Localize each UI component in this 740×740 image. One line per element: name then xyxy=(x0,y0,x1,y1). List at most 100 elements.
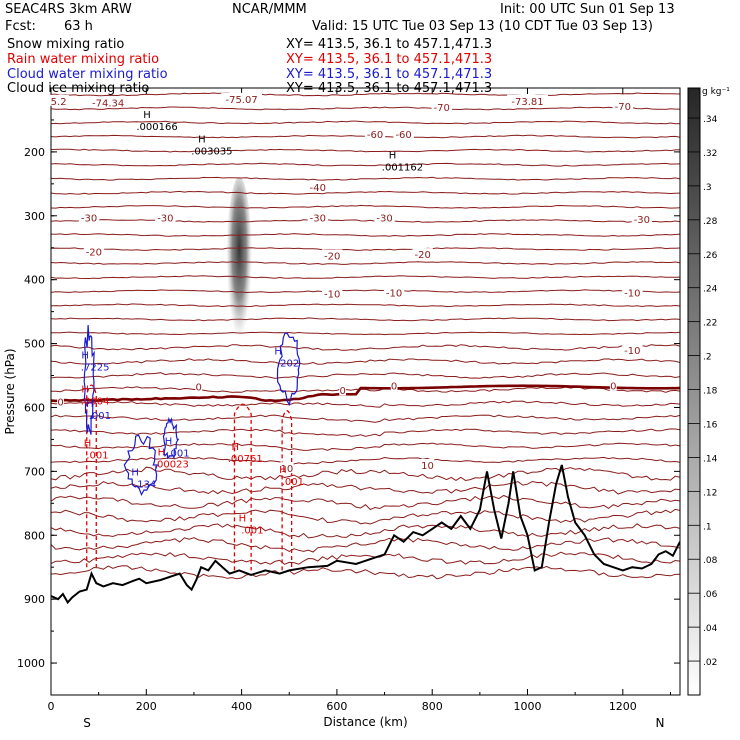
fcst-value: 63 h xyxy=(64,19,93,34)
field-xy-cloud: XY= 413.5, 36.1 to 457.1,471.3 xyxy=(286,67,493,82)
isotherm-label-bg xyxy=(155,211,176,223)
isotherm-line xyxy=(51,442,680,451)
isotherm-line xyxy=(51,289,680,294)
maximum-value-label: .001 xyxy=(167,449,189,460)
isotherm-label-bg xyxy=(631,212,653,224)
isotherm-label-bg xyxy=(221,92,263,104)
isotherm-line xyxy=(51,414,680,423)
isotherm-label: -10 xyxy=(624,346,640,357)
isotherm-label: -74.34 xyxy=(92,99,124,110)
maximum-marker: H xyxy=(86,399,94,410)
x-axis-title: Distance (km) xyxy=(323,715,407,729)
cloud-water-contour xyxy=(123,434,159,497)
y-tick-label: 1000 xyxy=(17,657,45,670)
y-tick-label: 900 xyxy=(24,593,45,606)
isotherm-label-bg xyxy=(195,380,203,392)
maximum-value-label: .000166 xyxy=(136,122,177,133)
isotherm-line xyxy=(51,358,680,365)
isotherm-label-bg xyxy=(280,462,294,474)
isotherm-label-bg xyxy=(307,181,329,193)
isotherm-line xyxy=(51,275,680,280)
center-label: NCAR/MMM xyxy=(232,2,307,17)
maximum-value-label: .00023 xyxy=(154,460,189,471)
isotherm-line xyxy=(51,148,680,153)
isotherm-label-bg xyxy=(383,286,405,298)
isotherm-label-bg xyxy=(612,99,634,111)
maximum-marker: H xyxy=(239,513,247,524)
y-tick-label: 700 xyxy=(24,465,45,478)
isotherm-line xyxy=(51,162,680,167)
maximum-marker: H xyxy=(279,465,287,476)
x-end-label-right: N xyxy=(656,716,665,730)
isotherm-label: -73.81 xyxy=(511,97,543,108)
isotherm-line xyxy=(51,344,680,351)
isotherm-line xyxy=(51,120,680,125)
colorbar-tick-label: .16 xyxy=(703,420,718,430)
rain-contour xyxy=(86,384,97,568)
maximum-marker: H xyxy=(84,439,92,450)
isotherm-line xyxy=(51,190,680,195)
maximum-value-label: .001 xyxy=(86,451,108,462)
rain-contour xyxy=(281,410,293,571)
maximum-value-label: .001 xyxy=(241,525,263,536)
x-tick-label: 600 xyxy=(326,700,347,713)
isotherm-line xyxy=(51,428,680,437)
isotherm-label: -60 xyxy=(367,130,383,141)
isotherm-label: -10 xyxy=(324,290,340,301)
cloud-water-contour xyxy=(83,324,95,435)
isotherm-label: -20 xyxy=(86,248,102,259)
maximum-marker: H xyxy=(389,150,397,161)
cloud-water-contour xyxy=(276,332,301,407)
isotherm-line xyxy=(51,565,680,580)
isotherm-label: -10 xyxy=(624,288,640,299)
colorbar-tick-label: .06 xyxy=(703,590,718,600)
isotherm-label-bg xyxy=(420,458,435,470)
colorbar-tick-label: .2 xyxy=(703,353,712,363)
x-tick-label: 800 xyxy=(422,700,443,713)
colorbar-tick-label: .22 xyxy=(703,319,717,329)
isotherm-line xyxy=(51,219,680,223)
maximum-marker: H xyxy=(131,467,139,478)
maximum-marker: H xyxy=(81,384,89,395)
field-name-snow: Snow mixing ratio xyxy=(7,37,125,52)
isotherm-label-bg xyxy=(307,211,329,223)
isotherm-line xyxy=(51,551,680,565)
isotherm-label: 5.2 xyxy=(51,97,67,108)
colorbar-tick-label: .28 xyxy=(703,217,718,227)
model-label: SEAC4RS 3km ARW xyxy=(5,2,132,17)
isotherm-label-bg xyxy=(57,395,64,407)
y-tick-label: 400 xyxy=(24,274,45,287)
y-tick-label: 500 xyxy=(24,338,45,351)
colorbar-tick-label: .18 xyxy=(703,387,718,397)
isotherm-line xyxy=(51,480,680,495)
maximum-marker: H xyxy=(274,347,282,358)
isotherm-label-bg xyxy=(339,384,347,396)
isotherm-label: -40 xyxy=(310,183,326,194)
colorbar-tick-label: .1 xyxy=(703,522,712,532)
maximum-value-label: .001162 xyxy=(382,162,423,173)
maximum-marker: H xyxy=(143,110,151,121)
maximum-marker: H xyxy=(231,442,239,453)
y-tick-label: 200 xyxy=(24,146,45,159)
plot-frame xyxy=(50,87,681,696)
isotherm-label: -20 xyxy=(415,250,431,261)
terrain-line xyxy=(51,464,680,605)
isotherm-label-bg xyxy=(321,249,343,261)
isotherm-label-bg xyxy=(622,286,643,298)
isotherm-label: -60 xyxy=(395,130,411,141)
x-tick-label: 1000 xyxy=(514,700,542,713)
isotherm-line xyxy=(51,331,680,336)
fcst-label: Fcst: xyxy=(5,19,36,34)
colorbar-tick-label: .12 xyxy=(703,488,717,498)
maximum-value-label: .003035 xyxy=(191,147,232,158)
isotherm-label: -30 xyxy=(310,214,326,225)
isotherm-line xyxy=(51,261,680,266)
isotherm-label: -30 xyxy=(376,214,392,225)
rain-contour xyxy=(233,403,252,571)
isotherm-label: -30 xyxy=(81,214,97,225)
isotherm-label-bg xyxy=(393,128,414,140)
isotherm-label-bg xyxy=(321,287,343,299)
colorbar-tick-label: .02 xyxy=(703,658,717,668)
isotherm-label-bg xyxy=(364,128,386,140)
